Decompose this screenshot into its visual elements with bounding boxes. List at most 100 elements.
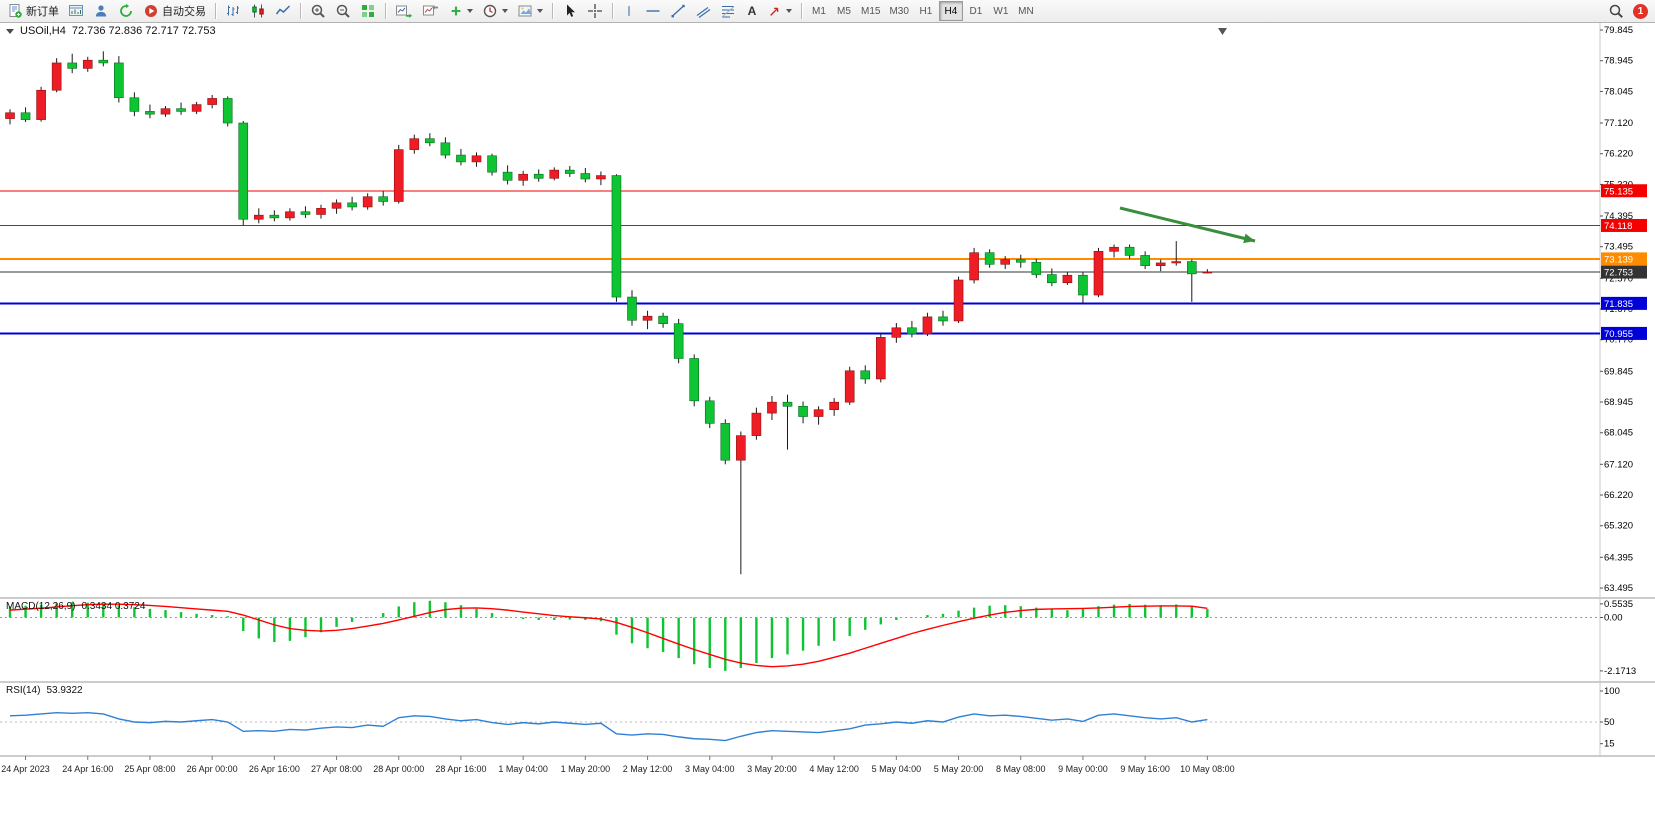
timeframe-button-m1[interactable]: M1 [807,1,831,21]
svg-text:28 Apr 16:00: 28 Apr 16:00 [435,764,486,774]
refresh-button[interactable] [114,1,138,21]
periods-button[interactable] [478,1,512,21]
templates-button[interactable] [513,1,547,21]
svg-text:79.845: 79.845 [1604,25,1633,36]
svg-text:78.945: 78.945 [1604,56,1633,67]
templates-icon [518,5,532,17]
svg-text:68.045: 68.045 [1604,428,1633,439]
zoom-out-icon [336,4,350,18]
svg-text:0.00: 0.00 [1604,613,1623,624]
timeframe-button-w1[interactable]: W1 [989,1,1013,21]
dropdown-caret-icon [467,9,473,13]
svg-text:3 May 04:00: 3 May 04:00 [685,764,735,774]
svg-text:68.945: 68.945 [1604,397,1633,408]
refresh-icon [120,3,132,17]
candlestick-chart-button[interactable] [246,1,270,21]
timeframe-button-m30[interactable]: M30 [885,1,912,21]
cursor-button[interactable] [558,1,582,21]
svg-text:5 May 20:00: 5 May 20:00 [934,764,984,774]
horizontal-line-button[interactable] [641,1,665,21]
fibonacci-button[interactable] [716,1,740,21]
profile-icon [95,5,107,17]
svg-text:24 Apr 16:00: 24 Apr 16:00 [62,764,113,774]
chart-expander-icon[interactable] [6,28,14,34]
svg-text:71.835: 71.835 [1604,299,1633,310]
svg-text:77.120: 77.120 [1604,118,1633,129]
new-order-button[interactable]: 新订单 [3,1,63,21]
svg-text:27 Apr 08:00: 27 Apr 08:00 [311,764,362,774]
chart-canvas[interactable]: 79.84578.94578.04577.12076.22075.32074.3… [0,22,1655,825]
chart-area: 79.84578.94578.04577.12076.22075.32074.3… [0,22,1655,825]
rsi-panel-title: RSI(14) 53.9322 [6,685,83,696]
zoom-in-icon [311,4,325,18]
zoom-in-button[interactable] [306,1,330,21]
svg-text:67.120: 67.120 [1604,459,1633,470]
notification-badge[interactable]: 1 [1633,3,1648,19]
text-tool-icon: A [747,4,757,18]
line-chart-icon [275,5,291,15]
chart-window-icon [69,5,83,16]
candlestick-chart-icon [252,4,264,18]
trendline-button[interactable] [666,1,690,21]
chart-shift-button[interactable] [418,1,444,21]
macd-values: 0.3434 0.3724 [81,601,146,612]
crosshair-icon [588,4,602,18]
search-button[interactable] [1604,1,1628,21]
svg-text:26 Apr 00:00: 26 Apr 00:00 [187,764,238,774]
svg-text:24 Apr 2023: 24 Apr 2023 [1,764,50,774]
timeframe-button-d1[interactable]: D1 [964,1,988,21]
svg-text:0.5535: 0.5535 [1604,599,1633,610]
svg-text:-2.1713: -2.1713 [1604,666,1636,677]
timeframe-button-mn[interactable]: MN [1014,1,1038,21]
svg-text:65.320: 65.320 [1604,521,1633,532]
timeframe-button-m5[interactable]: M5 [832,1,856,21]
svg-text:76.220: 76.220 [1604,149,1633,160]
rsi-value: 53.9322 [46,685,83,696]
rsi-label: RSI(14) [6,685,41,696]
indicators-button[interactable] [445,1,477,21]
charts-button[interactable] [64,1,88,21]
svg-text:72.570: 72.570 [1604,273,1633,284]
timeframe-button-h4[interactable]: H4 [938,1,963,21]
svg-text:74.395: 74.395 [1604,211,1633,222]
svg-text:8 May 08:00: 8 May 08:00 [996,764,1046,774]
timeframe-button-m15[interactable]: M15 [857,1,884,21]
svg-text:50: 50 [1604,717,1615,728]
channel-button[interactable] [691,1,715,21]
cursor-icon [567,4,575,17]
vertical-line-button[interactable] [618,1,640,21]
auto-scroll-button[interactable] [391,1,417,21]
svg-text:2 May 12:00: 2 May 12:00 [623,764,673,774]
vertical-line-icon [628,6,630,16]
svg-text:70.770: 70.770 [1604,335,1633,346]
horizontal-line-icon [646,10,660,12]
text-tool-button[interactable]: A [741,1,763,21]
zoom-out-button[interactable] [331,1,355,21]
new-order-icon [9,4,22,18]
toolbar-separator [385,3,386,19]
svg-text:4 May 12:00: 4 May 12:00 [809,764,859,774]
arrows-tool-button[interactable] [764,1,796,21]
main-toolbar: 新订单 自动交易 [0,0,1655,23]
tile-windows-button[interactable] [356,1,380,21]
bar-chart-button[interactable] [221,1,245,21]
svg-text:78.045: 78.045 [1604,86,1633,97]
crosshair-button[interactable] [583,1,607,21]
fibonacci-icon [721,6,735,18]
profile-button[interactable] [89,1,113,21]
svg-text:5 May 04:00: 5 May 04:00 [872,764,922,774]
chart-ohlc-values: 72.736 72.836 72.717 72.753 [71,25,216,37]
svg-text:69.845: 69.845 [1604,366,1633,377]
new-order-label: 新订单 [26,6,59,18]
auto-trading-button[interactable]: 自动交易 [139,1,210,21]
svg-text:74.118: 74.118 [1604,221,1632,232]
auto-trading-label: 自动交易 [162,6,206,18]
chart-shift-icon [423,5,438,16]
svg-text:28 Apr 00:00: 28 Apr 00:00 [373,764,424,774]
line-chart-button[interactable] [271,1,295,21]
auto-trading-icon [145,5,157,17]
svg-text:63.495: 63.495 [1604,583,1633,594]
auto-scroll-icon [396,5,413,18]
timeframe-button-h1[interactable]: H1 [914,1,938,21]
